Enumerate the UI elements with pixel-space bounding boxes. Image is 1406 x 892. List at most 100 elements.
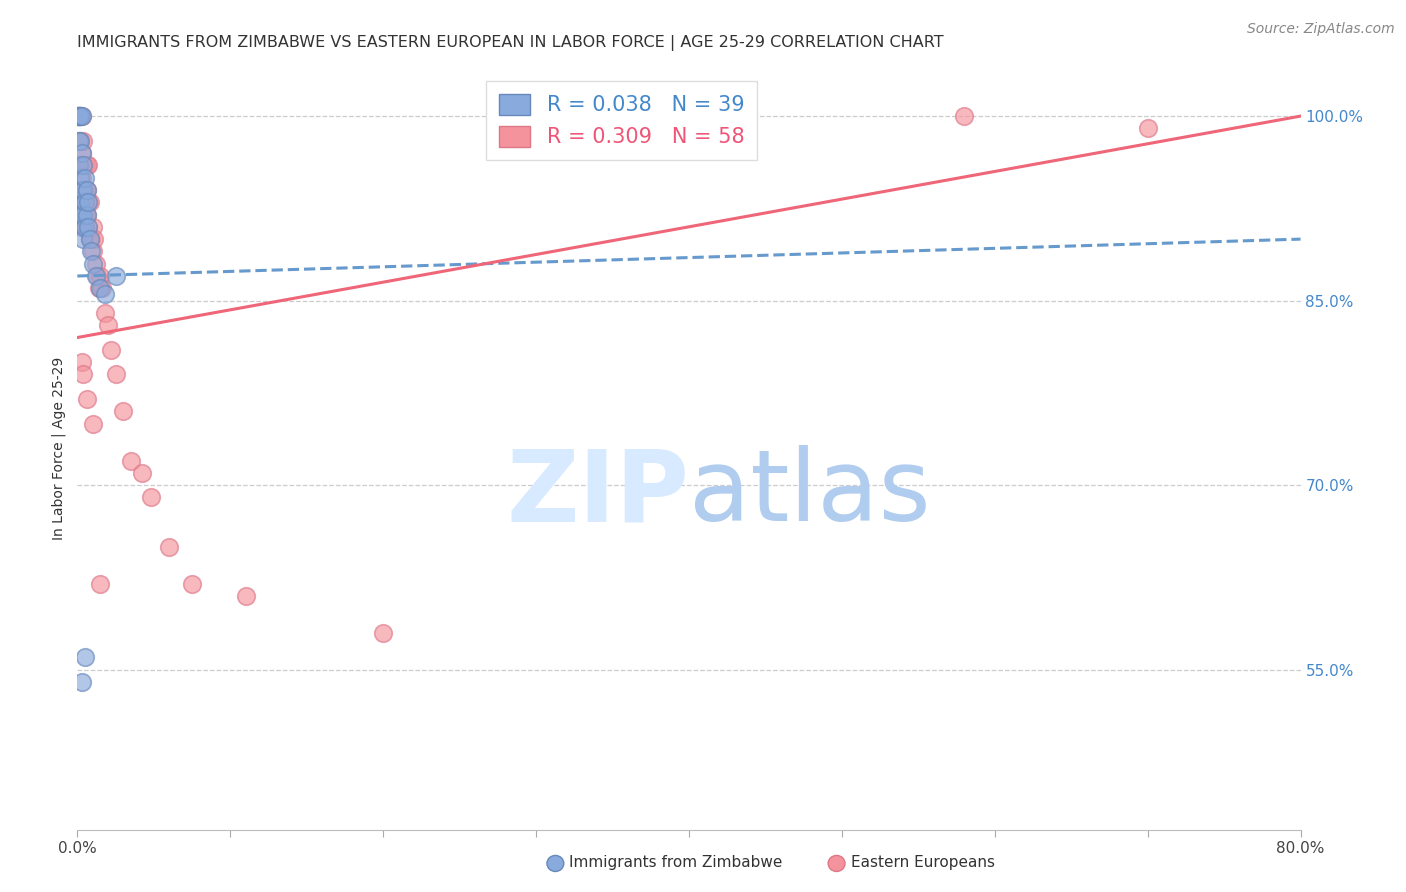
Point <box>73 207 96 221</box>
Point <box>97 318 120 333</box>
Point <box>70 675 93 690</box>
Point <box>77 195 100 210</box>
Point <box>70 219 93 234</box>
Point <box>67 109 90 123</box>
Text: atlas: atlas <box>689 445 931 542</box>
Point <box>70 207 93 221</box>
Point <box>67 109 90 123</box>
Point <box>67 109 90 123</box>
Point <box>72 219 94 234</box>
Point <box>371 625 394 640</box>
Point <box>73 219 96 234</box>
Point <box>235 589 257 603</box>
Point <box>94 306 117 320</box>
Point <box>73 158 96 172</box>
Point <box>76 392 98 406</box>
Text: Source: ZipAtlas.com: Source: ZipAtlas.com <box>1247 22 1395 37</box>
Point <box>72 195 94 210</box>
Point <box>77 219 100 234</box>
Point <box>84 257 107 271</box>
Point <box>82 417 104 431</box>
Point <box>89 268 111 283</box>
Point <box>70 183 93 197</box>
Point <box>82 219 104 234</box>
Point <box>77 195 100 210</box>
Point <box>120 453 142 467</box>
Point <box>72 134 94 148</box>
Point <box>157 540 180 554</box>
Point <box>100 343 122 357</box>
Text: Eastern Europeans: Eastern Europeans <box>851 855 994 870</box>
Point <box>82 257 104 271</box>
Point <box>89 281 111 295</box>
Point <box>139 491 162 505</box>
Y-axis label: In Labor Force | Age 25-29: In Labor Force | Age 25-29 <box>52 357 66 540</box>
Point <box>89 576 111 591</box>
Point <box>70 109 93 123</box>
Point <box>69 195 91 210</box>
Point <box>72 158 94 172</box>
Text: Immigrants from Zimbabwe: Immigrants from Zimbabwe <box>569 855 783 870</box>
Point <box>79 232 101 246</box>
Point <box>94 287 117 301</box>
Point <box>82 244 104 259</box>
Point <box>67 158 90 172</box>
Point <box>70 355 93 369</box>
Point <box>86 268 108 283</box>
Point <box>953 109 976 123</box>
Point <box>66 109 89 123</box>
Point <box>76 158 98 172</box>
Point <box>84 268 107 283</box>
Point <box>67 109 90 123</box>
Point <box>70 195 93 210</box>
Point <box>104 368 127 382</box>
Point <box>104 268 127 283</box>
Point <box>76 207 98 221</box>
Text: IMMIGRANTS FROM ZIMBABWE VS EASTERN EUROPEAN IN LABOR FORCE | AGE 25-29 CORRELAT: IMMIGRANTS FROM ZIMBABWE VS EASTERN EURO… <box>77 36 943 52</box>
Point <box>66 109 89 123</box>
Point <box>69 134 91 148</box>
Point <box>67 134 90 148</box>
Point <box>66 109 89 123</box>
Point <box>1136 121 1159 136</box>
Point <box>72 158 94 172</box>
Point <box>70 170 93 185</box>
Point <box>73 183 96 197</box>
Point <box>70 219 93 234</box>
Point <box>76 207 98 221</box>
Point <box>67 134 90 148</box>
Point <box>112 404 135 418</box>
Point <box>181 576 204 591</box>
Legend: R = 0.038   N = 39, R = 0.309   N = 58: R = 0.038 N = 39, R = 0.309 N = 58 <box>486 81 756 160</box>
Point <box>73 650 96 665</box>
Point <box>90 281 112 295</box>
Point <box>70 146 93 161</box>
Text: ZIP: ZIP <box>506 445 689 542</box>
Point <box>83 232 105 246</box>
Point <box>79 232 101 246</box>
Point <box>73 170 96 185</box>
Point <box>80 244 103 259</box>
Point <box>69 134 91 148</box>
Point <box>80 232 103 246</box>
Point <box>77 158 100 172</box>
Point <box>72 232 94 246</box>
Point <box>67 195 90 210</box>
Point <box>87 281 110 295</box>
Point <box>72 183 94 197</box>
Point <box>79 195 101 210</box>
Point <box>73 195 96 210</box>
Point <box>69 158 91 172</box>
Point <box>69 109 91 123</box>
Point <box>70 146 93 161</box>
Point <box>69 109 91 123</box>
Point <box>69 207 91 221</box>
Point <box>76 183 98 197</box>
Point <box>76 183 98 197</box>
Point <box>77 219 100 234</box>
Point <box>72 368 94 382</box>
Point <box>131 466 153 480</box>
Point <box>70 109 93 123</box>
Point <box>72 207 94 221</box>
Point <box>69 195 91 210</box>
